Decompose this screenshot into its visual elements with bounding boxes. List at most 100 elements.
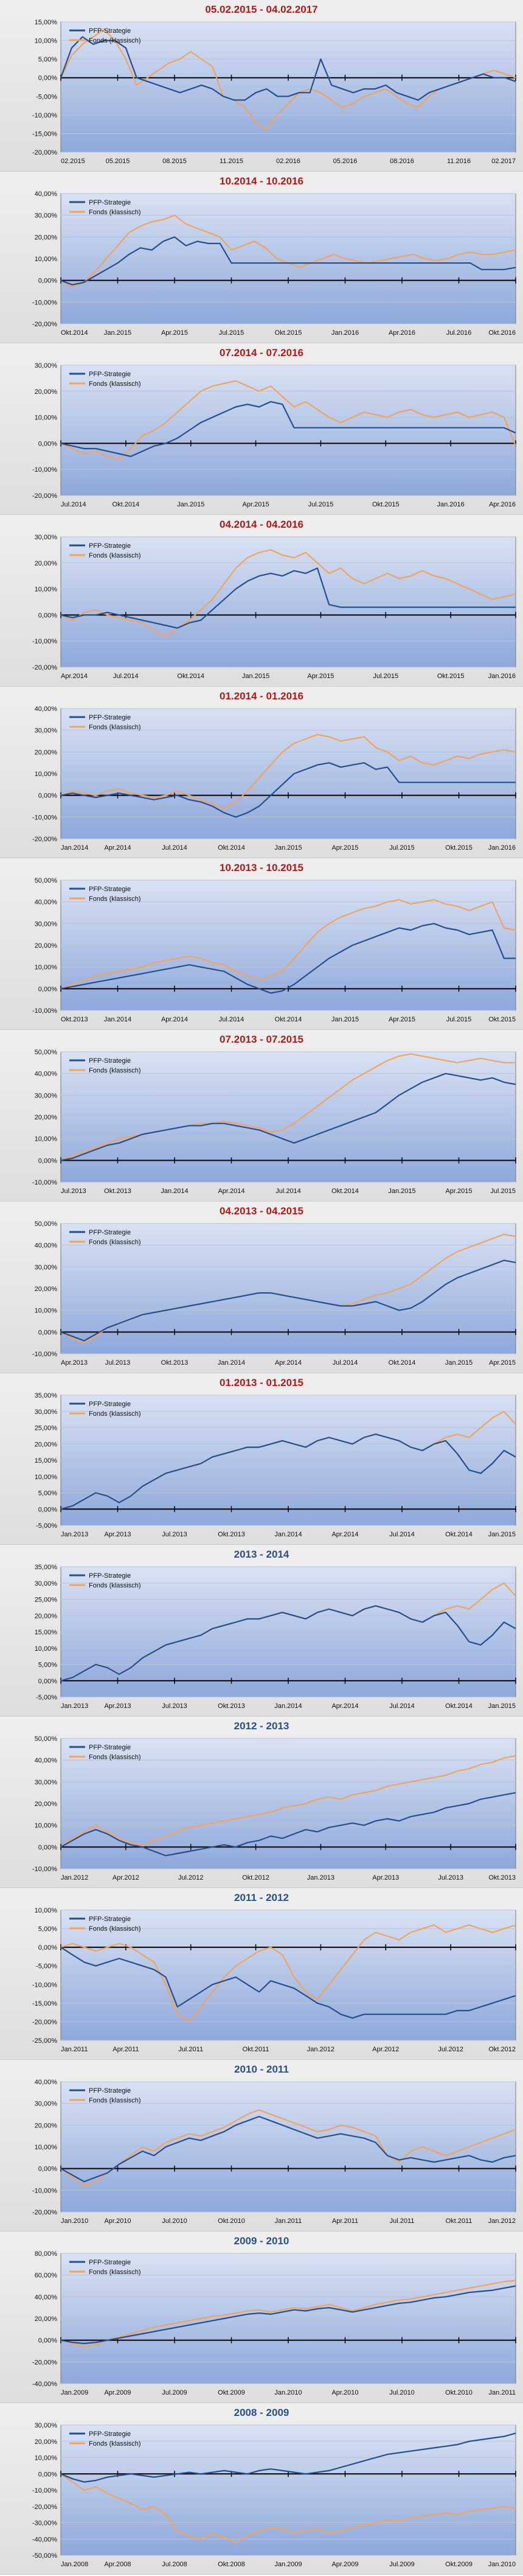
y-tick-label: 0,00% <box>38 1506 57 1513</box>
y-tick-label: 20,00% <box>35 1801 58 1808</box>
chart-panel: 2011 - 2012 10,00% 5,00% 0,00% -5,00% -10,00%… <box>0 1888 523 2060</box>
x-tick-label: Apr.2011 <box>113 2046 139 2053</box>
chart-title: 2010 - 2011 <box>234 2063 289 2075</box>
x-tick-label: Jan.2015 <box>331 1016 359 1023</box>
y-tick-label: 0,00% <box>38 1944 57 1951</box>
legend-label: Fonds (klassisch) <box>89 209 141 216</box>
legend-label: Fonds (klassisch) <box>89 1925 141 1933</box>
y-tick-label: 30,00% <box>35 362 58 369</box>
y-tick-label: -10,00% <box>32 299 57 306</box>
y-tick-label: 0,00% <box>38 440 57 447</box>
y-tick-label: 40,00% <box>35 1242 58 1250</box>
legend-label: Fonds (klassisch) <box>89 724 141 731</box>
chart-panel: 2012 - 2013 50,00% 40,00% 30,00% 20,00% 10,00… <box>0 1717 523 1888</box>
y-tick-label: 10,00% <box>35 1907 58 1914</box>
x-tick-label: Jul.2014 <box>389 1703 415 1710</box>
x-tick-label: Jan.2011 <box>61 2046 88 2053</box>
y-tick-label: -20,00% <box>32 2018 57 2026</box>
x-tick-label: 05.2015 <box>106 158 130 165</box>
y-tick-label: -20,00% <box>32 492 57 500</box>
legend-label: PFP-Strategie <box>89 1572 131 1580</box>
series-line-fonds-klassisch <box>60 380 517 460</box>
y-tick-label: -15,00% <box>32 130 57 138</box>
x-tick-label: Jan.2015 <box>445 1359 473 1367</box>
y-tick-label: -40,00% <box>32 2381 57 2388</box>
x-tick-label: Jan.2014 <box>61 844 88 852</box>
y-tick-label: -20,00% <box>32 2359 57 2366</box>
x-tick-label: Jul.2012 <box>438 2046 463 2053</box>
legend-label: PFP-Strategie <box>89 1744 131 1751</box>
y-tick-label: 40,00% <box>35 1071 58 1078</box>
y-tick-label: 20,00% <box>35 942 58 950</box>
x-tick-label: Jan.2015 <box>488 1703 516 1710</box>
x-tick-label: Okt.2008 <box>218 2561 245 2568</box>
legend-label: Fonds (klassisch) <box>89 1239 141 1246</box>
x-tick-label: Jan.2016 <box>331 329 359 337</box>
x-tick-label: Okt.2010 <box>445 2389 473 2396</box>
y-tick-label: 40,00% <box>35 191 58 198</box>
series-line-fonds-klassisch <box>60 1924 516 2023</box>
legend-label: Fonds (klassisch) <box>89 1582 141 1589</box>
y-tick-label: 10,00% <box>35 1822 58 1830</box>
y-tick-label: 20,00% <box>35 2438 58 2446</box>
y-tick-label: -10,00% <box>32 814 57 821</box>
legend-label: Fonds (klassisch) <box>89 1754 141 1761</box>
x-tick-label: Jul.2015 <box>446 1016 472 1023</box>
x-tick-label: Jul.2015 <box>389 844 415 852</box>
x-tick-label: Jul.2014 <box>333 1359 358 1367</box>
chart-svg: 40,00% 30,00% 20,00% 10,00% 0,00% -10,00% -20,… <box>32 2079 516 2225</box>
series-line-pfp-strategie <box>60 236 516 285</box>
x-tick-label: Okt.2015 <box>488 1016 516 1023</box>
y-tick-label: 35,00% <box>35 1564 58 1571</box>
chart-panel: 10.2013 - 10.2015 50,00% 40,00% 30,00% 20,00… <box>0 858 523 1030</box>
x-tick-label: Apr.2016 <box>489 501 516 508</box>
chart-title: 01.2014 - 01.2016 <box>219 690 303 702</box>
x-tick-label: Jul.2014 <box>61 501 86 508</box>
x-tick-label: Okt.2014 <box>331 1188 359 1195</box>
y-tick-label: -5,00% <box>36 1963 57 1970</box>
series-line-fonds-klassisch <box>60 2280 516 2348</box>
legend-label: PFP-Strategie <box>89 199 131 206</box>
x-tick-label: Apr.2015 <box>161 329 188 337</box>
x-tick-label: Jan.2009 <box>61 2389 88 2396</box>
y-tick-label: 10,00% <box>35 1645 58 1653</box>
y-tick-label: 0,00% <box>38 2337 57 2345</box>
y-tick-label: 10,00% <box>35 256 58 263</box>
series-line-fonds-klassisch <box>60 1755 516 1848</box>
chart-title: 2013 - 2014 <box>234 1549 289 1560</box>
y-tick-label: 30,00% <box>35 727 58 735</box>
x-tick-label: Okt.2016 <box>488 329 516 337</box>
x-tick-label: Jan.2013 <box>61 1703 88 1710</box>
x-tick-label: Okt.2012 <box>488 2046 516 2053</box>
legend-label: Fonds (klassisch) <box>89 552 141 559</box>
x-tick-label: Apr.2014 <box>218 1188 244 1195</box>
y-tick-label: 30,00% <box>35 1092 58 1099</box>
x-tick-label: Jul.2013 <box>438 1874 463 1881</box>
x-tick-label: 11.2015 <box>220 158 243 165</box>
x-tick-label: Jul.2013 <box>61 1188 86 1195</box>
x-tick-label: Jul.2010 <box>162 2217 187 2225</box>
x-tick-label: Jan.2013 <box>307 1874 334 1881</box>
y-tick-label: 10,00% <box>35 771 58 778</box>
chart-title: 2008 - 2009 <box>234 2407 289 2418</box>
series-line-pfp-strategie <box>60 2285 516 2345</box>
y-tick-label: 20,00% <box>35 560 58 567</box>
x-tick-label: 02.2016 <box>276 158 300 165</box>
y-tick-label: 30,00% <box>35 1779 58 1786</box>
y-tick-label: 10,00% <box>35 1307 58 1315</box>
chart-title: 07.2013 - 07.2015 <box>219 1034 303 1045</box>
x-tick-label: Apr.2013 <box>61 1359 88 1367</box>
x-tick-label: Jan.2014 <box>274 1531 302 1538</box>
chart-panel: 07.2013 - 07.2015 50,00% 40,00% 30,00% 20,00… <box>0 1030 523 1202</box>
y-tick-label: -20,00% <box>32 664 57 671</box>
x-tick-label: Okt.2012 <box>242 1874 269 1881</box>
y-tick-label: 40,00% <box>35 2294 58 2301</box>
x-tick-label: Jul.2014 <box>219 1016 244 1023</box>
y-tick-label: 10,00% <box>35 964 58 971</box>
x-tick-label: Okt.2009 <box>445 2561 473 2568</box>
x-tick-label: Jan.2012 <box>307 2046 334 2053</box>
x-tick-label: Jul.2015 <box>219 329 244 337</box>
y-tick-label: -20,00% <box>32 321 57 328</box>
y-tick-label: 5,00% <box>38 1662 57 1669</box>
chart-panel: 2010 - 2011 40,00% 30,00% 20,00% 10,00% 0,00%… <box>0 2060 523 2231</box>
